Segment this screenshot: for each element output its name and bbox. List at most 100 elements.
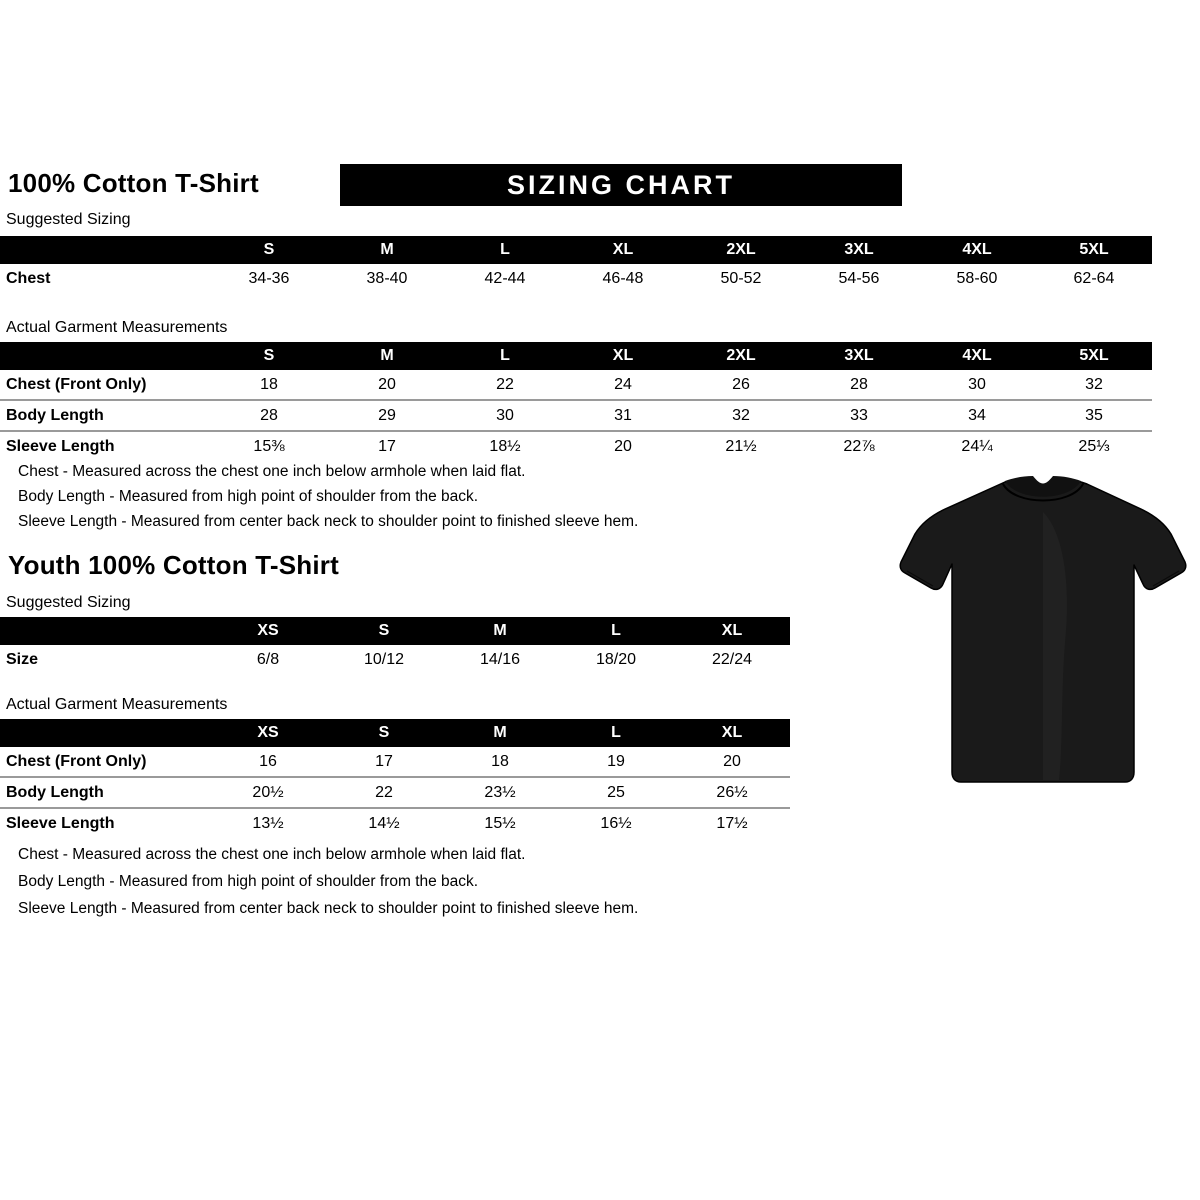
cell-sleevelength-xl: 17½ xyxy=(674,807,790,838)
cell-chestfront-xl: 20 xyxy=(723,752,741,770)
adult-suggested-sizing-label: Suggested Sizing xyxy=(6,211,131,228)
column-header-2xl: 2XL xyxy=(726,347,756,364)
youth-note-body-length: Body Length - Measured from high point o… xyxy=(18,873,479,890)
youth-note-chest: Chest - Measured across the chest one in… xyxy=(18,846,526,863)
cell-sleevelength-l: 16½ xyxy=(558,807,674,838)
column-header-xl: XL xyxy=(721,724,743,741)
cell-chestfront-5xl: 32 xyxy=(1085,375,1103,393)
header-corner xyxy=(0,236,210,264)
cell-sleevelength-xl: 20 xyxy=(564,430,682,461)
cell-chest-4xl: 58-60 xyxy=(956,269,998,287)
cell-sleevelength-m: 15½ xyxy=(442,807,558,838)
column-header-s: S xyxy=(378,622,390,639)
column-header-m: M xyxy=(380,347,394,364)
row-label-body-length: Body Length xyxy=(0,776,210,808)
cell-bodylength-m: 29 xyxy=(328,399,446,431)
cell-sleevelength-l: 18½ xyxy=(446,430,564,461)
row-label-size: Size xyxy=(6,650,39,668)
cell-size-l: 18/20 xyxy=(595,650,637,668)
cell-chestfront-m: 18 xyxy=(491,752,509,770)
cell-bodylength-xl: 26½ xyxy=(674,776,790,808)
cell-bodylength-4xl: 34 xyxy=(918,399,1036,431)
cell-chest-5xl: 62-64 xyxy=(1073,269,1115,287)
column-header-s: S xyxy=(378,724,390,741)
cell-bodylength-s: 22 xyxy=(326,776,442,808)
cell-chest-3xl: 54-56 xyxy=(838,269,880,287)
cell-sleevelength-m: 17 xyxy=(328,430,446,461)
cell-bodylength-m: 23½ xyxy=(442,776,558,808)
youth-note-sleeve-length: Sleeve Length - Measured from center bac… xyxy=(18,900,639,917)
cell-chest-l: 42-44 xyxy=(484,269,526,287)
row-label-sleeve-length: Sleeve Length xyxy=(0,807,210,838)
t-shirt-fabric-shading xyxy=(1043,512,1067,780)
t-shirt-illustration xyxy=(899,476,1187,783)
cell-bodylength-s: 28 xyxy=(210,399,328,431)
sizing-chart-banner: SIZING CHART xyxy=(340,164,902,206)
column-header-xs: XS xyxy=(257,622,279,639)
cell-sleevelength-xs: 13½ xyxy=(210,807,326,838)
cell-size-xs: 6/8 xyxy=(256,650,280,668)
t-shirt-left-sleeve-hem xyxy=(906,570,934,587)
column-header-5xl: 5XL xyxy=(1079,241,1109,258)
adult-note-sleeve-length: Sleeve Length - Measured from center bac… xyxy=(18,513,639,530)
product-image-t-shirt xyxy=(893,472,1193,807)
table-row: Chest (Front Only) 18 20 22 24 26 28 30 … xyxy=(0,370,1152,400)
header-corner xyxy=(0,719,210,747)
youth-garment-measurements-table: XS S M L XL Chest (Front Only) 16 17 18 … xyxy=(0,719,790,838)
column-header-l: L xyxy=(500,241,510,258)
table-row: Body Length 28 29 30 31 32 33 34 35 xyxy=(0,399,1152,431)
adult-suggested-sizing-table: S M L XL 2XL 3XL 4XL 5XL Chest 34-36 38-… xyxy=(0,236,1152,293)
cell-sleevelength-3xl: 22⅞ xyxy=(800,430,918,461)
cell-chestfront-xl: 24 xyxy=(614,375,632,393)
youth-suggested-sizing-label: Suggested Sizing xyxy=(6,594,131,611)
table-header-row: XS S M L XL xyxy=(0,719,790,747)
table-row: Chest 34-36 38-40 42-44 46-48 50-52 54-5… xyxy=(0,264,1152,293)
row-label-sleeve-length: Sleeve Length xyxy=(0,430,210,461)
adult-garment-measurements-table: S M L XL 2XL 3XL 4XL 5XL Chest (Front On… xyxy=(0,342,1152,461)
cell-sleevelength-5xl: 25⅓ xyxy=(1036,430,1152,461)
row-label-chest-front-only: Chest (Front Only) xyxy=(6,375,147,393)
cell-bodylength-3xl: 33 xyxy=(800,399,918,431)
cell-chest-m: 38-40 xyxy=(366,269,408,287)
table-header-row: XS S M L XL xyxy=(0,617,790,645)
cell-bodylength-l: 30 xyxy=(446,399,564,431)
header-corner xyxy=(0,617,210,645)
column-header-l: L xyxy=(500,347,510,364)
column-header-s: S xyxy=(263,241,275,258)
t-shirt-right-sleeve-hem xyxy=(1152,570,1180,587)
t-shirt-collar-shape xyxy=(1002,483,1084,502)
cell-chestfront-s: 18 xyxy=(260,375,278,393)
youth-suggested-sizing-table: XS S M L XL Size 6/8 10/12 14/16 18/20 2… xyxy=(0,617,790,674)
column-header-3xl: 3XL xyxy=(844,347,874,364)
cell-chest-2xl: 50-52 xyxy=(720,269,762,287)
table-row: Sleeve Length 15⅜ 17 18½ 20 21½ 22⅞ 24¼ … xyxy=(0,430,1152,461)
cell-bodylength-5xl: 35 xyxy=(1036,399,1152,431)
column-header-m: M xyxy=(493,622,507,639)
adult-note-body-length: Body Length - Measured from high point o… xyxy=(18,488,479,505)
column-header-3xl: 3XL xyxy=(844,241,874,258)
cell-bodylength-2xl: 32 xyxy=(682,399,800,431)
adult-measurements-label: Actual Garment Measurements xyxy=(6,319,228,336)
column-header-xl: XL xyxy=(612,241,634,258)
column-header-l: L xyxy=(611,622,621,639)
column-header-xs: XS xyxy=(257,724,279,741)
cell-sleevelength-2xl: 21½ xyxy=(682,430,800,461)
table-row: Body Length 20½ 22 23½ 25 26½ xyxy=(0,776,790,808)
column-header-m: M xyxy=(493,724,507,741)
t-shirt-collar-ribbing xyxy=(1005,476,1081,497)
cell-chestfront-2xl: 26 xyxy=(732,375,750,393)
cell-bodylength-l: 25 xyxy=(558,776,674,808)
cell-size-m: 14/16 xyxy=(479,650,521,668)
table-row: Size 6/8 10/12 14/16 18/20 22/24 xyxy=(0,645,790,674)
table-row: Sleeve Length 13½ 14½ 15½ 16½ 17½ xyxy=(0,807,790,838)
cell-size-xl: 22/24 xyxy=(711,650,753,668)
cell-sleevelength-s: 15⅜ xyxy=(210,430,328,461)
row-label-body-length: Body Length xyxy=(0,399,210,431)
youth-measurements-label: Actual Garment Measurements xyxy=(6,696,228,713)
header-corner xyxy=(0,342,210,370)
column-header-l: L xyxy=(611,724,621,741)
cell-chestfront-l: 19 xyxy=(607,752,625,770)
column-header-5xl: 5XL xyxy=(1079,347,1109,364)
column-header-m: M xyxy=(380,241,394,258)
adult-note-chest: Chest - Measured across the chest one in… xyxy=(18,463,526,480)
